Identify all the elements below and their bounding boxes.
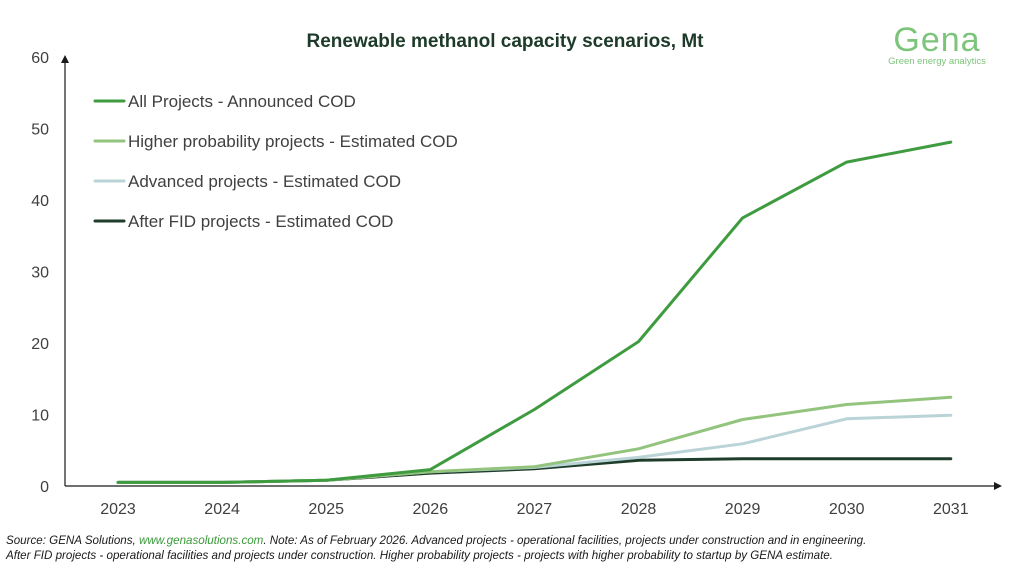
footnote-prefix: Source: GENA Solutions,: [6, 534, 139, 547]
y-tick-label: 50: [31, 122, 49, 139]
series-group: [116, 140, 953, 484]
footnote-note: . Note: As of February 2026. Advanced pr…: [263, 534, 867, 547]
chart-title: Renewable methanol capacity scenarios, M…: [306, 31, 704, 52]
legend-label: All Projects - Announced COD: [128, 92, 356, 111]
series-line: [116, 140, 953, 484]
legend-label: Advanced projects - Estimated COD: [128, 172, 401, 191]
y-tick-label: 60: [31, 50, 49, 67]
y-tick-label: 20: [31, 336, 49, 353]
y-tick-label: 30: [31, 265, 49, 282]
x-tick-label: 2029: [725, 501, 761, 518]
chart: Renewable methanol capacity scenarios, M…: [31, 21, 1002, 518]
footnote-line-2: After FID projects - operational facilit…: [6, 549, 833, 562]
gena-logo: Gena Green energy analytics: [888, 21, 986, 67]
legend: All Projects - Announced COD Higher proba…: [93, 92, 458, 231]
x-axis-arrow: [994, 482, 1002, 490]
x-tick-label: 2030: [829, 501, 865, 518]
x-tick-label: 2027: [517, 501, 553, 518]
legend-label: After FID projects - Estimated COD: [128, 212, 393, 231]
series-line: [116, 413, 953, 484]
logo-tagline: Green energy analytics: [888, 56, 986, 67]
legend-label: Higher probability projects - Estimated …: [128, 132, 458, 151]
source-link[interactable]: www.genasolutions.com: [138, 534, 264, 547]
y-axis-arrow: [61, 55, 69, 63]
x-tick-label: 2028: [621, 501, 657, 518]
x-tick-label: 2024: [204, 501, 240, 518]
series-line: [116, 457, 953, 484]
logo-name: Gena: [893, 21, 980, 59]
footnote-line-1: Source: GENA Solutions, www.genasolution…: [6, 533, 1021, 548]
x-tick-label: 2026: [413, 501, 449, 518]
footnote: Source: GENA Solutions, www.genasolution…: [6, 533, 1021, 563]
y-tick-label: 10: [31, 408, 49, 425]
x-tick-label: 2023: [100, 501, 136, 518]
y-tick-label: 0: [40, 479, 49, 496]
x-tick-label: 2025: [308, 501, 344, 518]
y-tick-label: 40: [31, 193, 49, 210]
x-tick-label: 2031: [933, 501, 969, 518]
